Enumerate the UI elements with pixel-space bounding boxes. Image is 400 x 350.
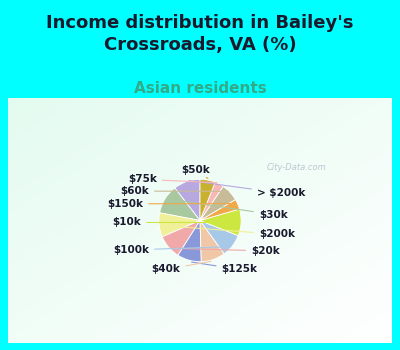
Text: $100k: $100k xyxy=(113,245,231,255)
Wedge shape xyxy=(200,209,241,236)
Wedge shape xyxy=(159,213,200,237)
Wedge shape xyxy=(200,187,236,220)
Wedge shape xyxy=(200,199,240,220)
Text: $60k: $60k xyxy=(120,186,228,196)
Text: $20k: $20k xyxy=(170,246,280,256)
Text: $50k: $50k xyxy=(182,164,210,178)
Text: $10k: $10k xyxy=(112,217,240,228)
Text: City-Data.com: City-Data.com xyxy=(267,163,326,172)
Text: $40k: $40k xyxy=(152,261,211,274)
Text: > $200k: > $200k xyxy=(189,181,305,198)
Wedge shape xyxy=(200,179,215,220)
Wedge shape xyxy=(200,182,223,220)
Text: $200k: $200k xyxy=(160,225,295,239)
Wedge shape xyxy=(178,220,201,262)
Wedge shape xyxy=(175,179,200,220)
Text: $30k: $30k xyxy=(166,199,288,219)
Text: Income distribution in Bailey's
Crossroads, VA (%): Income distribution in Bailey's Crossroa… xyxy=(46,14,354,54)
Wedge shape xyxy=(160,188,200,220)
Text: $150k: $150k xyxy=(107,199,236,209)
Wedge shape xyxy=(162,220,200,255)
Text: $75k: $75k xyxy=(128,174,217,184)
Text: Asian residents: Asian residents xyxy=(134,81,266,96)
Text: $125k: $125k xyxy=(192,262,258,274)
Wedge shape xyxy=(200,220,224,262)
Wedge shape xyxy=(200,220,238,254)
